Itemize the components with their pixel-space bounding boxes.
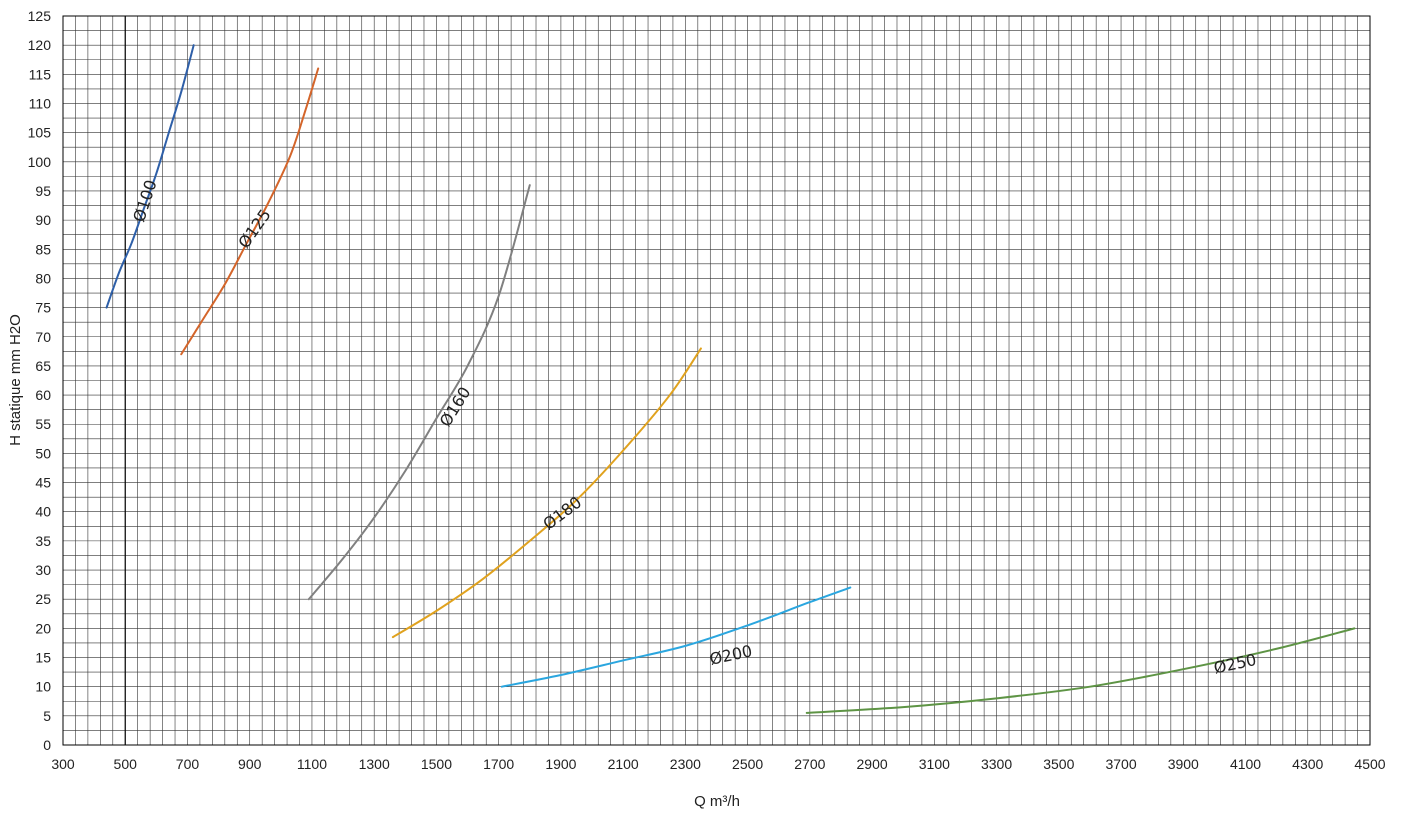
curve-label-4: Ø180 (539, 493, 585, 534)
curve-labels: Ø100 Ø125 Ø160 Ø180 Ø200 Ø250 (129, 177, 1258, 677)
y-tick-label: 110 (29, 95, 52, 111)
curve-label-3: Ø160 (436, 383, 475, 430)
series-line-4 (391, 347, 702, 639)
y-tick-label: 120 (28, 37, 52, 53)
y-tick-label: 25 (35, 591, 51, 607)
curve-label-1: Ø100 (129, 177, 160, 224)
y-tick-label: 5 (43, 708, 51, 724)
series-line-3 (307, 184, 531, 601)
x-tick-label: 3100 (919, 756, 950, 772)
y-tick-label: 65 (35, 358, 51, 374)
series-line-2 (180, 67, 320, 356)
x-tick-label: 1500 (421, 756, 452, 772)
curve-label-5: Ø200 (708, 641, 754, 669)
x-tick-label: 1100 (297, 756, 327, 772)
x-tick-label: 1900 (545, 756, 576, 772)
y-tick-label: 0 (43, 737, 51, 753)
y-tick-label: 40 (35, 504, 51, 520)
series-line-6 (805, 627, 1356, 714)
x-tick-label: 2500 (732, 756, 763, 772)
x-tick-label: 1300 (359, 756, 390, 772)
y-tick-label: 115 (29, 66, 52, 82)
y-tick-label: 105 (28, 125, 52, 141)
x-tick-label: 4300 (1292, 756, 1323, 772)
y-axis-title: H statique mm H2O (7, 314, 24, 446)
x-tick-label: 4500 (1354, 756, 1385, 772)
y-tick-label: 20 (35, 620, 51, 636)
y-tick-label: 80 (35, 270, 51, 286)
x-tick-label: 4100 (1230, 756, 1261, 772)
x-tick-label: 2300 (670, 756, 701, 772)
y-tick-label: 35 (35, 533, 51, 549)
y-tick-label: 75 (35, 300, 51, 316)
x-tick-label: 3900 (1168, 756, 1199, 772)
curve-label-2: Ø125 (234, 206, 274, 252)
x-tick-label: 2700 (794, 756, 825, 772)
y-tick-label: 85 (35, 241, 51, 257)
y-tick-label: 45 (35, 475, 51, 491)
x-tick-label: 3700 (1105, 756, 1136, 772)
y-tick-label: 95 (35, 183, 51, 199)
y-tick-label: 90 (35, 212, 51, 228)
series-line-1 (105, 44, 195, 309)
series-lines (105, 44, 1356, 714)
y-tick-label: 100 (28, 154, 52, 170)
x-tick-label: 1700 (483, 756, 514, 772)
x-tick-label: 3500 (1043, 756, 1074, 772)
x-tick-label: 500 (114, 756, 138, 772)
x-tick-label: 3300 (981, 756, 1012, 772)
plot-frame (62, 15, 1371, 746)
y-tick-label: 50 (35, 445, 51, 461)
y-tick-label: 125 (28, 8, 52, 24)
grid (62, 15, 1371, 746)
y-tick-label: 15 (35, 650, 51, 666)
y-tick-label: 10 (35, 679, 51, 695)
x-axis-title: Q m³/h (694, 793, 740, 810)
y-tick-label: 60 (35, 387, 51, 403)
x-tick-label: 700 (176, 756, 200, 772)
series-line-5 (500, 586, 852, 688)
x-tick-label: 900 (238, 756, 262, 772)
x-tick-label: 300 (51, 756, 75, 772)
y-tick-label: 30 (35, 562, 51, 578)
curve-label-6: Ø250 (1212, 650, 1258, 678)
x-tick-label: 2100 (608, 756, 639, 772)
x-tick-label: 2900 (857, 756, 888, 772)
y-tick-label: 55 (35, 416, 51, 432)
axes: 300 500 700 900 1100 1300 1500 1700 1900 2100 2300… (28, 8, 1386, 772)
y-tick-label: 70 (35, 329, 51, 345)
